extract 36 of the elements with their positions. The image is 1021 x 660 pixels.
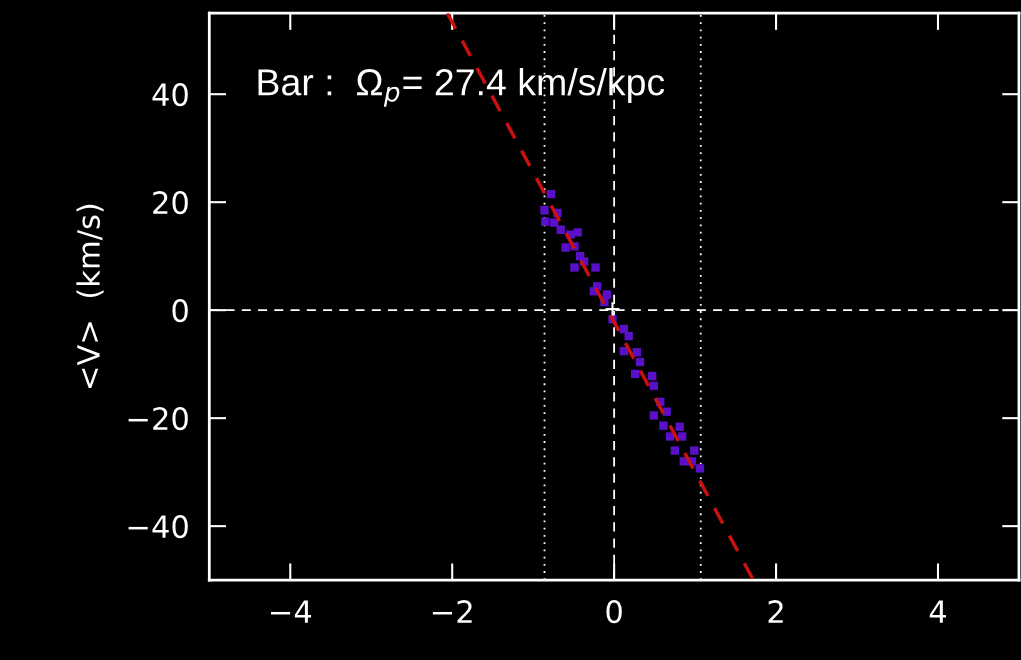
point [631, 369, 640, 379]
y-tick-label: −20 [128, 407, 188, 431]
point [624, 331, 633, 341]
x-tick-label: −4 [270, 600, 312, 623]
y-tick-label: −40 [128, 515, 188, 539]
point [695, 464, 705, 473]
x-tick-label: 4 [929, 600, 946, 623]
point [659, 421, 668, 430]
point [670, 446, 680, 455]
point [556, 225, 565, 234]
point [604, 301, 621, 318]
point [602, 290, 612, 299]
point [561, 243, 570, 252]
point [632, 348, 641, 357]
y-tick-label: 40 [152, 83, 188, 107]
point [677, 432, 687, 441]
y-axis-title: <V> (km/s) [76, 204, 104, 388]
point [649, 381, 658, 390]
x-tick-label: 0 [606, 600, 622, 624]
y-tick-label: 20 [153, 191, 188, 215]
point [573, 228, 582, 237]
point [546, 189, 556, 199]
point [540, 206, 549, 215]
annotation: Bar : Ω$_{p}$= 27.4 km/s/kpc [258, 68, 665, 107]
point [635, 357, 645, 367]
point [690, 446, 699, 455]
x-tick-label: −2 [432, 600, 472, 623]
point [591, 263, 600, 272]
point [675, 422, 684, 431]
point [541, 217, 550, 226]
point [570, 263, 579, 272]
y-tick-label: 0 [172, 299, 188, 323]
point [648, 371, 657, 381]
point [649, 411, 658, 420]
x-tick-label: 2 [768, 600, 783, 623]
point [665, 432, 675, 441]
